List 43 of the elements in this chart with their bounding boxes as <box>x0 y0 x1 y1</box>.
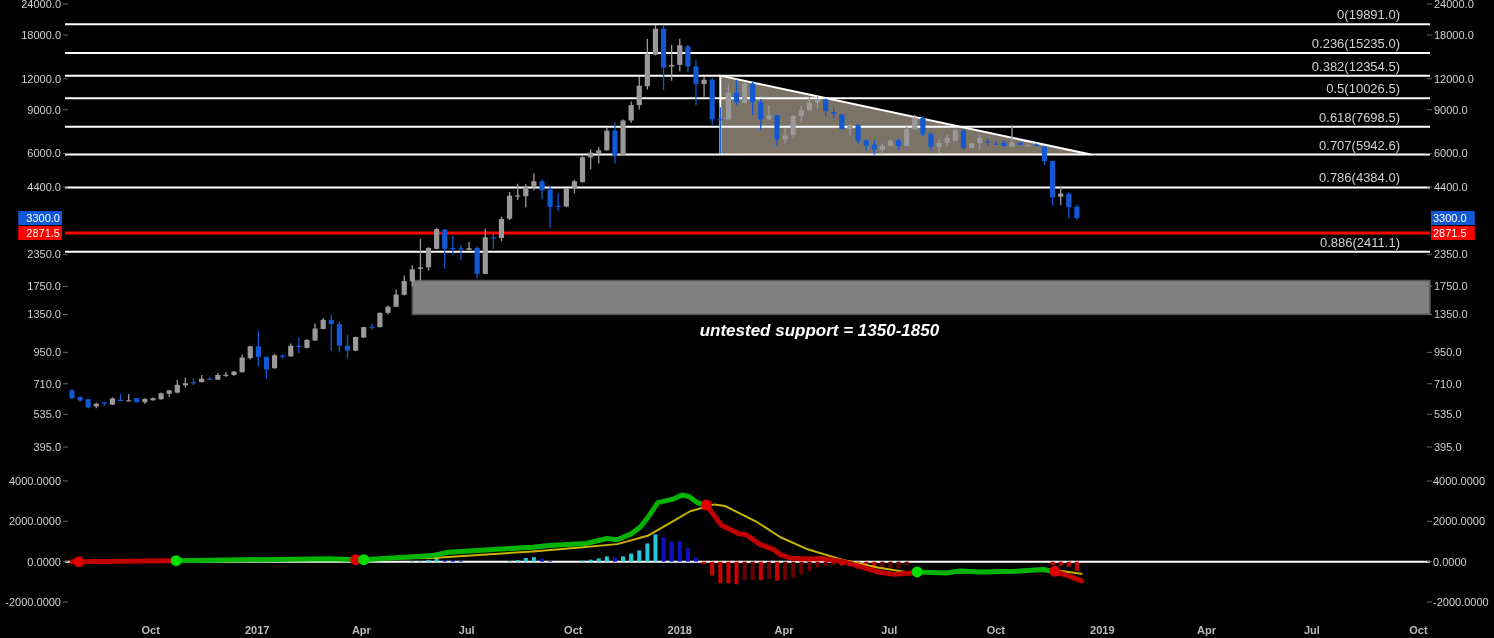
y-tick-label: 2350.0 <box>1434 248 1468 261</box>
x-tick-label: Apr <box>774 623 795 636</box>
y-tick-label: 1750.0 <box>1434 280 1468 293</box>
y-tick-label: 4400.0 <box>1434 180 1468 193</box>
y-tick-label: 395.0 <box>1434 440 1462 453</box>
text: 3300.0 <box>26 211 60 224</box>
x-tick-label: Oct <box>1409 623 1428 636</box>
band-label: untested support = 1350-1850 <box>699 321 940 341</box>
ref-line-label: 0.5(10026.5) <box>1326 81 1400 97</box>
y-tick-label: 710.0 <box>1434 377 1462 390</box>
y-tick-label: 2000.0000 <box>9 515 61 528</box>
x-tick-label: 2018 <box>667 623 693 636</box>
ref-line-label: 0.786(4384.0) <box>1319 170 1400 186</box>
x-tick-label: Jul <box>881 623 898 636</box>
ref-line-label: 0(19891.0) <box>1337 7 1400 23</box>
text: 2871.5 <box>26 226 60 239</box>
x-tick-label: Apr <box>351 623 372 636</box>
x-tick-label: 2019 <box>1090 623 1115 636</box>
x-tick-label: 2017 <box>244 623 270 636</box>
ref-line-label: 0.382(12354.5) <box>1311 58 1400 74</box>
y-tick-label: 950.0 <box>1434 346 1462 359</box>
x-tick-label: Jul <box>458 623 475 636</box>
ref-line-label: 0.707(5942.6) <box>1319 137 1400 153</box>
y-tick-label: 12000.0 <box>1434 72 1474 85</box>
ref-line-label: 0.886(2411.1) <box>1320 234 1400 250</box>
x-tick-label: Oct <box>986 623 1006 636</box>
y-tick-label: 0.0000 <box>27 555 61 568</box>
ref-line-label: 0.236(15235.0) <box>1311 36 1400 52</box>
x-tick-label: Jul <box>1303 623 1320 636</box>
x-tick-label: Oct <box>141 623 161 636</box>
y-tick-label: 6000.0 <box>1434 147 1468 160</box>
ref-line-label: 2871.5 <box>1433 226 1467 239</box>
ref-line-label: 0.618(7698.5) <box>1319 109 1400 125</box>
x-tick-label: Oct <box>564 623 583 636</box>
y-tick-label: 4000.0000 <box>9 474 61 487</box>
x-tick-label: Apr <box>1197 623 1217 636</box>
y-tick-label: 18000.0 <box>1434 28 1474 41</box>
y-tick-label: 535.0 <box>1434 408 1462 421</box>
text: 3300.0 <box>1433 211 1467 224</box>
y-tick-label: -2000.0000 <box>5 595 61 608</box>
y-tick-label: 1350.0 <box>1434 308 1468 321</box>
y-tick-label: 9000.0 <box>1434 103 1468 116</box>
y-tick-label: 24000.0 <box>1434 0 1474 10</box>
